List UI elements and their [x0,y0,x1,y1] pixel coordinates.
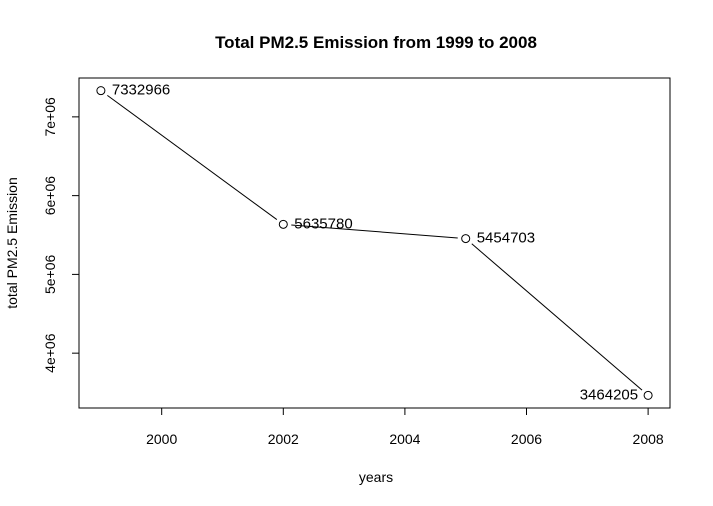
y-tick-label: 7e+06 [42,97,58,137]
x-tick-label: 2000 [146,431,177,447]
y-axis: 4e+06 5e+06 6e+06 7e+06 [42,97,80,373]
data-point [461,234,471,244]
series-line [107,94,643,391]
data-label: 5454703 [477,230,535,247]
y-tick-label: 6e+06 [42,176,58,216]
data-labels: 7332966 5635780 5454703 3464205 [112,82,638,404]
series-segment [107,94,278,220]
data-point [96,86,106,96]
x-axis-label: years [359,469,393,485]
plot-frame [78,77,671,409]
series-segment [291,224,458,239]
data-label: 7332966 [112,82,170,99]
data-points [96,86,653,400]
data-point [278,219,288,229]
data-point [643,390,653,400]
x-tick-label: 2008 [633,431,664,447]
data-label: 3464205 [580,386,638,403]
x-tick-label: 2002 [268,431,299,447]
y-tick-label: 4e+06 [42,333,58,373]
chart-title: Total PM2.5 Emission from 1999 to 2008 [215,33,537,52]
x-axis: 2000 2002 2004 2006 2008 [146,407,664,447]
data-label: 5635780 [294,215,352,232]
y-tick-label: 5e+06 [42,255,58,295]
x-tick-label: 2006 [511,431,542,447]
y-axis-label: total PM2.5 Emission [4,177,20,309]
series-segment [471,243,643,391]
x-tick-label: 2004 [389,431,420,447]
